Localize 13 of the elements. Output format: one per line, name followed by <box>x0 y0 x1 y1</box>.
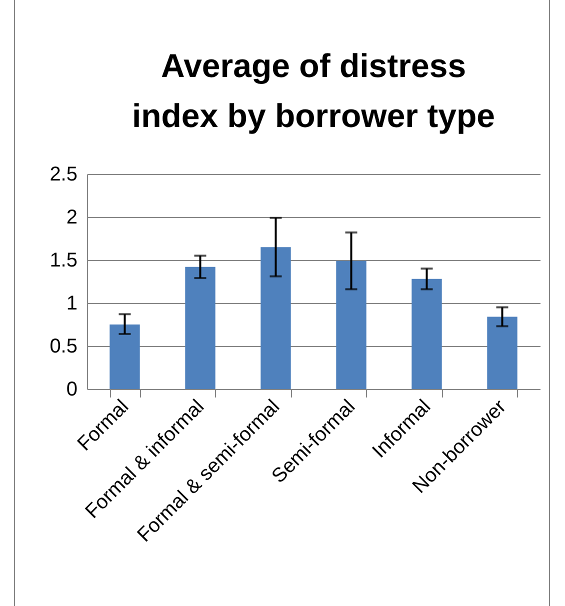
y-tick-label: 1 <box>66 292 78 314</box>
y-tick-label: 0.5 <box>50 336 78 358</box>
bar <box>260 247 291 389</box>
y-tick-label: 2 <box>66 206 78 228</box>
bar <box>412 278 442 389</box>
bar <box>185 266 216 389</box>
chart-title: Average of distress index by borrower type <box>132 47 496 134</box>
y-tick-label: 0 <box>66 378 78 400</box>
bar <box>336 260 366 389</box>
y-tick-label: 2.5 <box>50 164 78 186</box>
bar <box>487 316 518 389</box>
bar <box>110 324 140 389</box>
y-tick-label: 1.5 <box>50 250 78 272</box>
